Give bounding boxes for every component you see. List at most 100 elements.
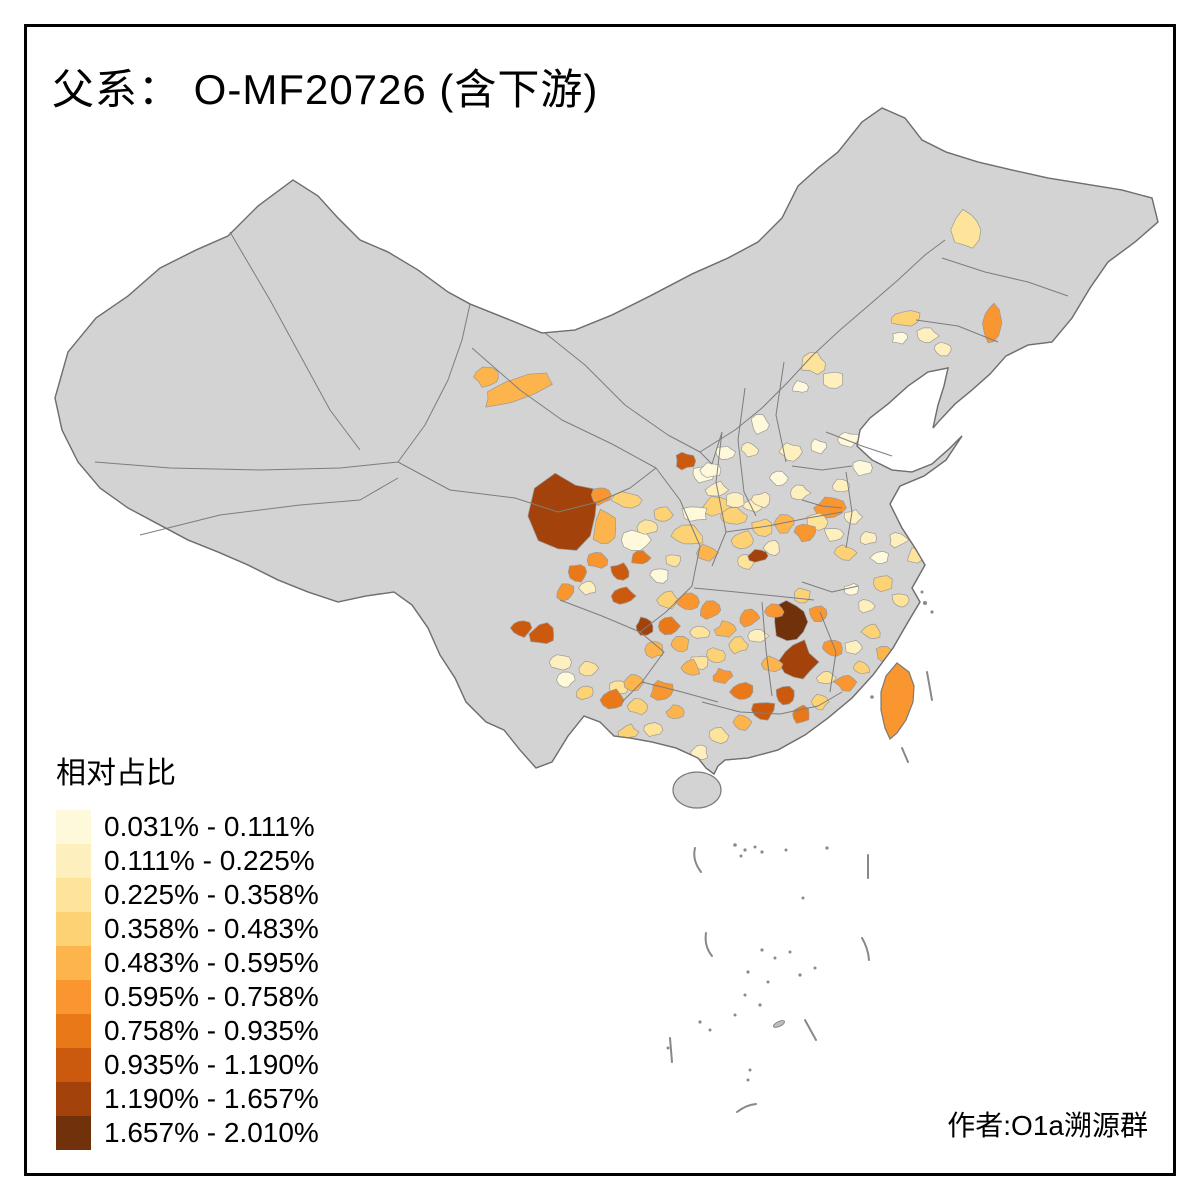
prefecture-region <box>636 519 659 535</box>
prefecture-region <box>739 608 761 628</box>
prefecture-region <box>713 620 737 638</box>
prefecture-region <box>644 641 664 659</box>
legend-label: 0.358% - 0.483% <box>104 913 319 944</box>
legend-row: 0.935% - 1.190% <box>56 1048 319 1082</box>
prefecture-region <box>680 658 701 676</box>
prefecture-region <box>699 462 722 478</box>
prefecture-region <box>810 438 828 455</box>
legend-swatch <box>56 1048 91 1082</box>
legend-row: 0.358% - 0.483% <box>56 912 319 946</box>
prefecture-region <box>576 685 594 700</box>
prefecture-region <box>665 554 681 568</box>
prefecture-region <box>473 366 499 388</box>
legend-row: 0.225% - 0.358% <box>56 878 319 912</box>
legend-label: 0.031% - 0.111% <box>104 811 315 842</box>
prefecture-region <box>649 568 669 584</box>
legend-label: 0.758% - 0.935% <box>104 1015 319 1046</box>
prefecture-region <box>858 599 876 614</box>
legend-rows: 0.031% - 0.111% 0.111% - 0.225% 0.225% - 0… <box>56 810 319 1150</box>
prefecture-region <box>823 371 844 389</box>
prefecture-region <box>832 478 851 493</box>
legend-row: 1.190% - 1.657% <box>56 1082 319 1116</box>
prefecture-region <box>869 550 890 564</box>
prefecture-region <box>810 693 830 710</box>
prefecture-region <box>700 600 722 620</box>
prefecture-region <box>586 552 609 569</box>
prefecture-region <box>729 682 754 700</box>
prefecture-region <box>610 586 637 605</box>
legend-label: 0.483% - 0.595% <box>104 947 319 978</box>
prefecture-region <box>916 327 940 343</box>
prefecture-region <box>675 451 697 471</box>
prefecture-region <box>747 549 769 563</box>
prefecture-region <box>708 727 730 744</box>
prefecture-region <box>725 492 745 508</box>
prefecture-region <box>821 639 843 657</box>
prefecture-region <box>527 472 599 551</box>
sea-islets <box>666 590 934 1082</box>
prefecture-region <box>763 603 785 618</box>
prefecture-region <box>556 583 575 602</box>
prefecture-region <box>889 532 910 549</box>
prefecture-region <box>720 507 748 525</box>
prefecture-region <box>859 531 877 545</box>
legend-label: 0.111% - 0.225% <box>104 845 315 876</box>
prefecture-region <box>852 460 873 477</box>
prefecture-region <box>626 697 649 716</box>
prefecture-region <box>897 434 920 450</box>
national-border <box>54 107 1159 775</box>
prefecture-region <box>509 620 533 638</box>
prefecture-region <box>732 714 753 731</box>
prefecture-region <box>610 562 630 581</box>
legend-swatch <box>56 946 91 980</box>
prefecture-region <box>773 514 795 534</box>
legend-swatch <box>56 912 91 946</box>
prefecture-region <box>750 491 771 509</box>
prefecture-region <box>556 671 576 688</box>
legend-label: 0.595% - 0.758% <box>104 981 319 1012</box>
prefecture-region <box>590 487 612 507</box>
prefecture-region <box>740 441 760 458</box>
prefecture-region <box>747 628 770 643</box>
legend: 相对占比 0.031% - 0.111% 0.111% - 0.225% 0.225… <box>56 748 319 1150</box>
prefecture-region <box>653 506 674 522</box>
prefecture-region <box>792 704 810 724</box>
prefecture-region <box>869 442 889 456</box>
prefecture-region <box>789 484 812 500</box>
legend-swatch <box>56 844 91 878</box>
prefecture-region <box>768 470 789 487</box>
prefecture-region <box>801 351 826 376</box>
prefecture-region <box>610 491 643 509</box>
legend-swatch <box>56 980 91 1014</box>
prefecture-region <box>658 616 681 636</box>
prefecture-region <box>794 587 811 604</box>
taiwan-island <box>880 662 915 740</box>
prefecture-region <box>836 431 860 448</box>
hainan-island <box>672 771 722 809</box>
prefecture-region <box>548 654 572 671</box>
prefecture-region <box>792 380 809 393</box>
prefecture-region <box>891 310 921 327</box>
prefecture-region <box>730 530 754 550</box>
prefecture-region <box>623 674 645 692</box>
prefecture-region <box>567 564 588 583</box>
page-title: 父系： O-MF20726 (含下游) <box>52 66 599 113</box>
prefecture-region <box>689 625 711 639</box>
prefecture-region <box>750 414 770 435</box>
legend-label: 1.190% - 1.657% <box>104 1083 319 1114</box>
legend-label: 0.225% - 0.358% <box>104 879 319 910</box>
legend-label: 1.657% - 2.010% <box>104 1117 319 1148</box>
prefecture-region <box>833 544 858 561</box>
prefecture-region <box>950 208 982 249</box>
prefecture-region <box>775 685 795 706</box>
prefecture-region <box>751 702 776 721</box>
prefecture-region <box>670 636 690 653</box>
prefecture-region <box>577 580 597 596</box>
prefecture-region <box>599 688 625 710</box>
legend-swatch <box>56 878 91 912</box>
prefecture-region <box>696 543 719 562</box>
prefecture-region <box>843 509 864 525</box>
prefecture-region <box>793 523 817 543</box>
legend-row: 0.483% - 0.595% <box>56 946 319 980</box>
